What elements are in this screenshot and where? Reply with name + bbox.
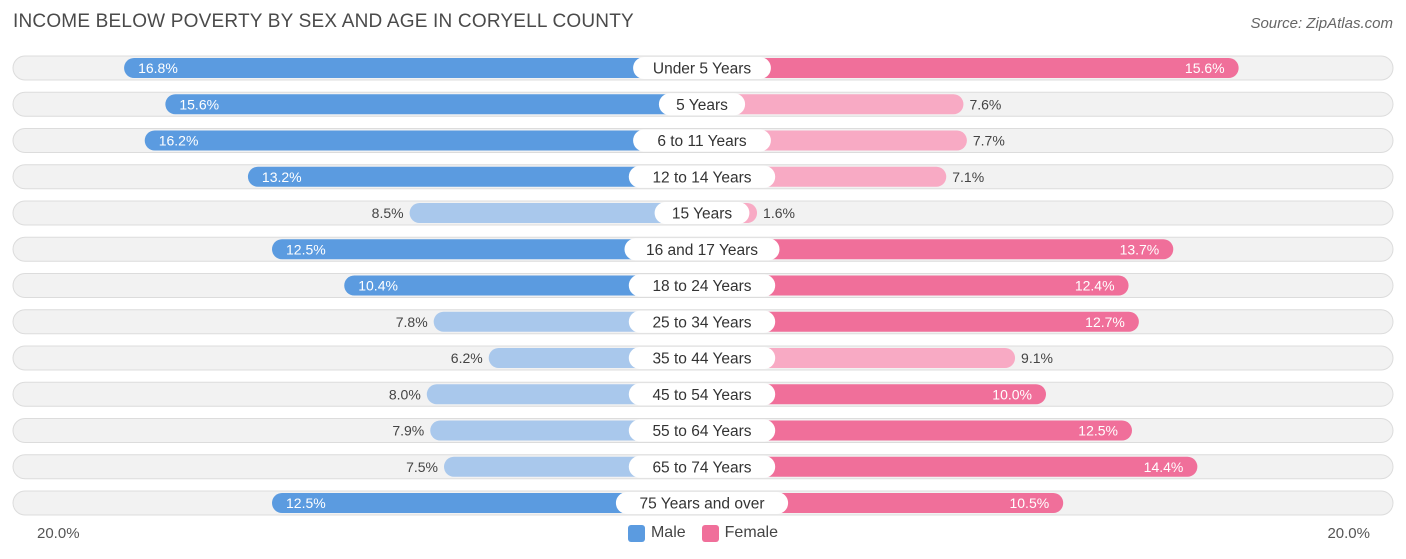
- category-pill: [628, 274, 776, 297]
- value-label-male: 15.6%: [179, 96, 219, 112]
- bar-male: [344, 275, 702, 296]
- category-pill: [628, 383, 776, 406]
- category-label: 75 Years and over: [640, 496, 765, 513]
- legend-label-male: Male: [650, 524, 686, 541]
- value-label-male: 8.5%: [372, 205, 404, 221]
- category-label: 12 to 14 Years: [652, 169, 751, 186]
- category-label: 15 Years: [672, 206, 733, 223]
- value-label-male: 12.5%: [286, 495, 326, 511]
- bar-female: [702, 420, 1132, 441]
- legend-swatch-female: [701, 524, 719, 542]
- category-pill: [658, 93, 746, 116]
- bar-male: [165, 94, 703, 115]
- category-pill: [654, 202, 750, 224]
- category-pill: [628, 455, 776, 478]
- bar-male: [272, 239, 702, 260]
- bar-female: [702, 239, 1174, 260]
- bar-female: [702, 456, 1198, 477]
- value-label-female: 12.4%: [1075, 278, 1115, 294]
- value-label-male: 12.5%: [286, 241, 326, 257]
- bar-male: [144, 130, 703, 151]
- category-label: Under 5 Years: [653, 61, 751, 78]
- bar-female: [702, 94, 964, 115]
- bar-female: [702, 311, 1139, 332]
- axis-left-max-label: 20.0%: [37, 525, 80, 542]
- bar-male: [409, 203, 702, 223]
- category-label: 45 to 54 Years: [652, 387, 751, 404]
- value-label-male: 6.2%: [451, 350, 483, 366]
- category-label: 5 Years: [676, 97, 728, 114]
- chart-title: INCOME BELOW POVERTY BY SEX AND AGE IN C…: [13, 11, 634, 32]
- value-label-female: 15.6%: [1185, 60, 1225, 76]
- value-label-female: 7.6%: [969, 96, 1001, 112]
- bar-male: [124, 58, 702, 78]
- category-label: 25 to 34 Years: [652, 314, 751, 331]
- bar-female: [702, 493, 1064, 513]
- value-label-male: 16.8%: [138, 60, 178, 76]
- legend-item-male[interactable]: Male: [627, 524, 686, 542]
- value-label-male: 8.0%: [389, 386, 421, 402]
- category-pill: [628, 419, 776, 442]
- legend-label-female: Female: [724, 524, 779, 541]
- bar-female: [702, 275, 1129, 296]
- bar-male: [272, 493, 702, 513]
- value-label-female: 13.7%: [1120, 241, 1160, 257]
- category-pill: [624, 238, 780, 261]
- category-label: 35 to 44 Years: [652, 351, 751, 368]
- category-pill: [628, 165, 776, 188]
- legend-item-female[interactable]: Female: [701, 524, 779, 542]
- value-label-male: 7.5%: [406, 459, 438, 475]
- value-label-male: 7.8%: [396, 314, 428, 330]
- value-label-female: 12.5%: [1078, 423, 1118, 439]
- bar-female: [702, 58, 1239, 78]
- value-label-male: 16.2%: [159, 133, 199, 149]
- source-attribution: Source: ZipAtlas.com: [1250, 15, 1393, 32]
- category-pill: [633, 129, 771, 152]
- value-label-female: 7.7%: [973, 133, 1005, 149]
- value-label-female: 12.7%: [1085, 314, 1125, 330]
- category-pill: [628, 310, 776, 333]
- value-label-female: 10.0%: [992, 386, 1032, 402]
- legend: Male Female: [0, 524, 1406, 542]
- value-label-male: 13.2%: [262, 169, 302, 185]
- value-label-female: 14.4%: [1144, 459, 1184, 475]
- value-label-female: 1.6%: [763, 205, 795, 221]
- bar-male: [247, 166, 703, 187]
- category-pill: [633, 57, 771, 79]
- category-label: 65 to 74 Years: [652, 459, 751, 476]
- value-label-female: 9.1%: [1021, 350, 1053, 366]
- legend-swatch-male: [627, 524, 645, 542]
- value-label-female: 7.1%: [952, 169, 984, 185]
- category-pill: [615, 492, 789, 514]
- bar-female: [702, 348, 1016, 368]
- axis-right-max-label: 20.0%: [1327, 525, 1370, 542]
- bar-female: [702, 384, 1046, 405]
- category-label: 18 to 24 Years: [652, 278, 751, 295]
- value-label-female: 10.5%: [1009, 495, 1049, 511]
- category-pill: [628, 347, 776, 369]
- category-label: 55 to 64 Years: [652, 423, 751, 440]
- category-label: 16 and 17 Years: [646, 242, 758, 259]
- value-label-male: 10.4%: [358, 278, 398, 294]
- value-label-male: 7.9%: [392, 423, 424, 439]
- category-label: 6 to 11 Years: [657, 133, 747, 150]
- diverging-bar-chart: 16.8% 15.6% Under 5 Years 15.6% 7.6% 5 Years 1…: [12, 55, 1394, 516]
